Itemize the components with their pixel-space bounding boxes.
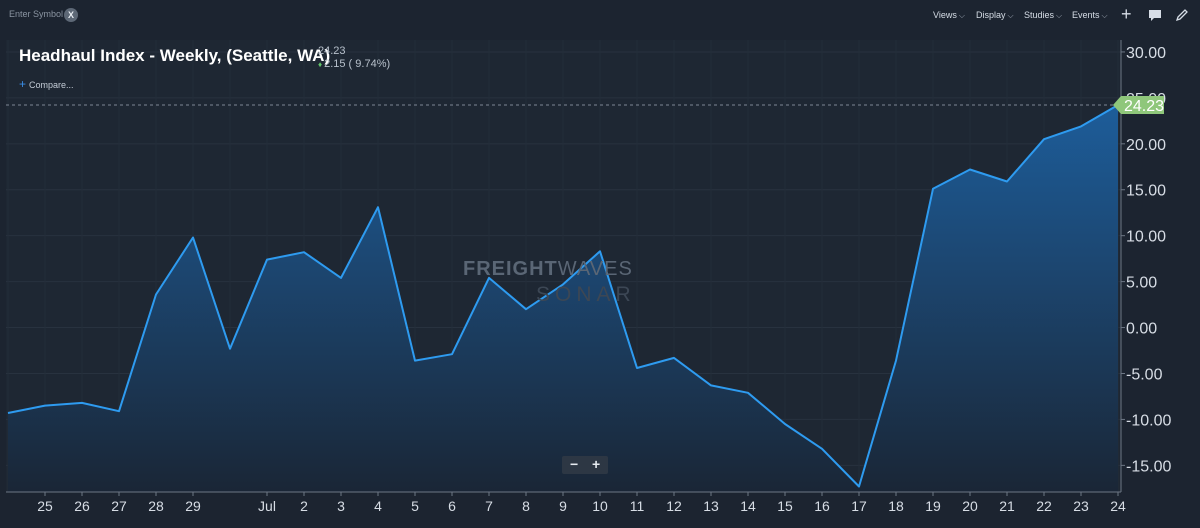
y-tick-label: 0.00	[1126, 321, 1157, 338]
zoom-controls: − +	[562, 456, 608, 474]
x-tick-label: 5	[411, 498, 419, 514]
zoom-in-button[interactable]: +	[592, 456, 601, 472]
series-line	[7, 104, 1119, 488]
y-tick-label: -15.00	[1126, 458, 1171, 475]
x-tick-label: 20	[962, 498, 978, 514]
clear-symbol-button[interactable]: X	[64, 8, 78, 22]
x-tick-label: 11	[630, 498, 645, 514]
x-tick-label: 26	[74, 498, 90, 514]
views-label: Views	[933, 10, 957, 20]
views-menu[interactable]: Views ⌵	[933, 10, 965, 21]
x-tick-label: 18	[888, 498, 904, 514]
last-value: 24.23	[318, 45, 346, 57]
compare-label: Compare...	[29, 80, 74, 90]
y-tick-label: 15.00	[1126, 183, 1166, 200]
events-label: Events	[1072, 10, 1100, 20]
x-tick-label: 17	[851, 498, 867, 514]
x-tick-label: 23	[1073, 498, 1089, 514]
last-value-tag	[1113, 95, 1164, 114]
y-tick-label: 20.00	[1126, 137, 1166, 154]
y-tick-label: 10.00	[1126, 229, 1166, 246]
toolbar: Enter Symbol X Views ⌵ Display ⌵ Studies ⌵ …	[0, 0, 1200, 32]
x-tick-label: 19	[925, 498, 941, 514]
x-tick-label: 22	[1036, 498, 1052, 514]
zoom-out-button[interactable]: −	[570, 456, 579, 472]
chart-title: Headhaul Index - Weekly, (Seattle, WA)	[19, 46, 331, 65]
y-tick-label: 5.00	[1126, 275, 1157, 292]
series-area	[8, 105, 1118, 492]
comment-icon[interactable]	[1148, 9, 1162, 22]
events-menu[interactable]: Events ⌵	[1072, 10, 1108, 21]
x-tick-label: 29	[185, 498, 201, 514]
x-tick-label: 28	[148, 498, 164, 514]
x-tick-label: 2	[300, 498, 308, 514]
last-value-tag-label: 24.23	[1124, 98, 1164, 115]
watermark-thin: WAVES	[557, 258, 633, 280]
crosshair-add-icon[interactable]: +	[1121, 4, 1132, 24]
x-tick-label: 10	[592, 498, 608, 514]
change-value: ♦ 2.15 ( 9.74%)	[318, 58, 390, 70]
studies-label: Studies	[1024, 10, 1055, 20]
x-tick-label: 14	[740, 498, 756, 514]
watermark-logo: FREIGHTWAVES	[463, 258, 633, 281]
chevron-down-icon: ⌵	[958, 11, 965, 20]
chevron-down-icon: ⌵	[1007, 11, 1014, 20]
x-tick-label: 16	[814, 498, 830, 514]
symbol-input[interactable]: Enter Symbol	[9, 9, 64, 19]
up-arrow-icon: ♦	[318, 60, 323, 69]
x-tick-label: 9	[559, 498, 567, 514]
x-tick-label: 6	[448, 498, 456, 514]
x-tick-label: 13	[703, 498, 719, 514]
x-tick-label: 3	[337, 498, 345, 514]
pencil-icon[interactable]	[1175, 8, 1189, 22]
chevron-down-icon: ⌵	[1101, 11, 1108, 20]
x-tick-label: Jul	[258, 498, 276, 514]
compare-button[interactable]: + Compare...	[19, 77, 74, 91]
x-tick-label: 24	[1110, 498, 1126, 514]
x-tick-label: 8	[522, 498, 530, 514]
x-tick-label: 25	[37, 498, 53, 514]
display-label: Display	[976, 10, 1006, 20]
y-tick-label: -10.00	[1126, 412, 1171, 429]
x-tick-label: 15	[777, 498, 793, 514]
x-tick-label: 21	[999, 498, 1015, 514]
watermark-sub: SONAR	[536, 283, 636, 306]
x-tick-label: 27	[111, 498, 127, 514]
x-tick-label: 4	[374, 498, 382, 514]
watermark-bold: FREIGHT	[463, 258, 558, 280]
x-tick-label: 12	[666, 498, 682, 514]
y-tick-label: -5.00	[1126, 366, 1163, 383]
x-tick-label: 7	[485, 498, 493, 514]
display-menu[interactable]: Display ⌵	[976, 10, 1014, 21]
chevron-down-icon: ⌵	[1056, 11, 1063, 20]
plus-icon: +	[19, 77, 27, 91]
studies-menu[interactable]: Studies ⌵	[1024, 10, 1062, 21]
y-tick-label: 30.00	[1126, 45, 1166, 62]
change-text: 2.15 ( 9.74%)	[324, 58, 391, 70]
